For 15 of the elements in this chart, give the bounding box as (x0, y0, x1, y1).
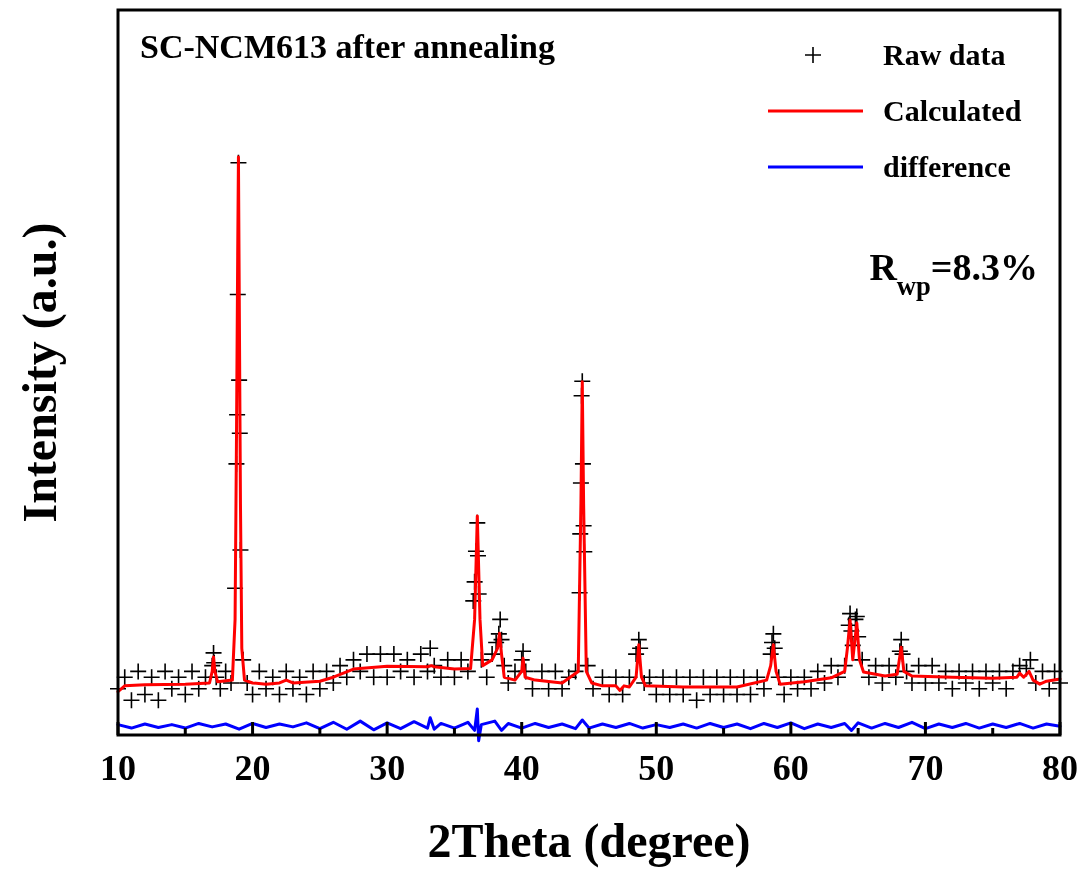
x-tick-label: 20 (234, 748, 271, 788)
x-tick-label: 30 (369, 748, 406, 788)
annotation: R$_{wp}$=8.3% (869, 246, 1038, 301)
y-axis-title: Intensity (a.u.) (13, 222, 67, 523)
x-tick-label: 60 (772, 748, 809, 788)
legend-label: Calculated (883, 94, 1022, 127)
legend-label: difference (883, 150, 1011, 183)
x-axis-title: 2Theta (degree) (427, 814, 751, 868)
x-tick-label: 10 (100, 748, 136, 788)
x-tick-label: 80 (1042, 748, 1078, 788)
x-tick-label: 50 (638, 748, 675, 788)
legend-label: Raw data (883, 38, 1006, 71)
chart-title: SC-NCM613 after annealing (140, 28, 555, 65)
x-tick-label: 40 (503, 748, 540, 788)
x-tick-label: 70 (907, 748, 944, 788)
